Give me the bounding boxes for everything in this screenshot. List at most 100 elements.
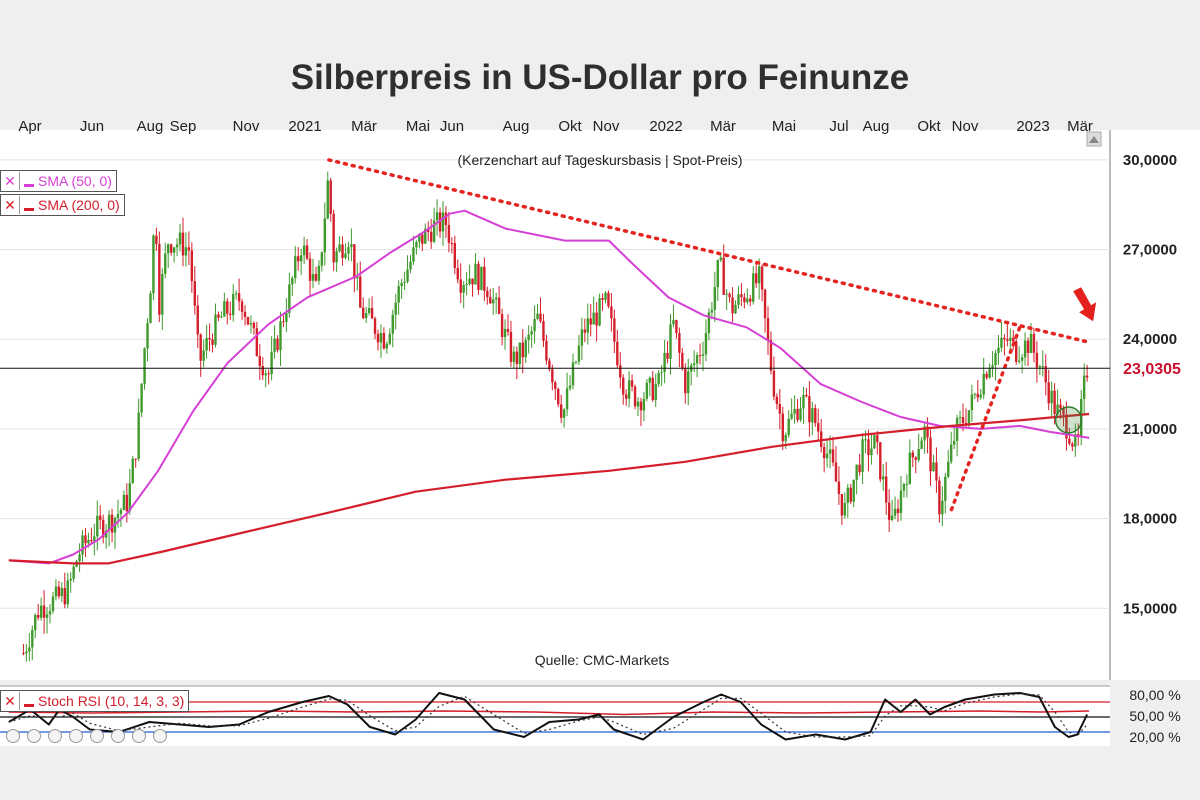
candle-body [1047,382,1050,404]
candle-body [754,273,758,284]
remove-sma200-icon[interactable]: ✕ [1,196,20,214]
stoch-tool-icon-4[interactable] [69,729,83,743]
stoch-tool-icon-3[interactable] [48,729,62,743]
legend-sma50[interactable]: ✕ SMA (50, 0) [0,170,117,192]
y-tick-label: 21,0000 [1123,421,1177,438]
candle-body [323,218,327,253]
scroll-up-icon [1089,136,1099,143]
candle-body [988,368,991,378]
candle-body [1065,414,1068,439]
candle-body [214,314,217,345]
candle-body [681,352,684,369]
candle-body [285,313,288,322]
candle-body [388,333,392,344]
remove-stoch-icon[interactable]: ✕ [1,692,20,710]
candle-body [326,180,329,219]
candle-body [116,513,120,518]
candle-body [899,490,903,514]
candle-body [698,355,702,357]
legend-sma200[interactable]: ✕ SMA (200, 0) [0,194,125,216]
candle-body [447,224,451,243]
candle-body [503,328,507,338]
candle-body [196,305,199,335]
candle-body [72,566,75,579]
candle-body [462,284,465,293]
candle-body [22,653,25,655]
stoch-tool-icon-2[interactable] [27,729,41,743]
candle-body [882,476,885,480]
candle-body [660,371,663,373]
candle-body [577,345,581,362]
candle-body [846,487,849,503]
candle-body [246,317,250,325]
candle-body [480,266,483,290]
candle-body [99,515,102,520]
chart-title: Silberpreis in US-Dollar pro Feinunze [290,58,910,97]
candle-body [713,287,717,310]
red-arrow-icon [1073,287,1097,322]
candle-body [554,382,557,389]
stoch-tool-icon-7[interactable] [132,729,146,743]
candle-body [574,361,578,363]
candle-body [518,342,522,364]
candle-body [893,508,897,516]
candle-body [273,338,276,352]
candle-body [1020,357,1024,361]
candle-body [601,298,604,300]
candle-body [255,328,259,357]
candle-body [1029,333,1033,354]
candle-body [834,462,838,482]
candle-body [237,293,241,302]
candle-body [412,247,415,262]
candle-body [432,220,436,242]
candle-body [539,313,542,322]
candle-body [347,247,350,254]
candle-body [202,350,205,361]
candle-body [734,304,737,314]
candle-body [299,255,303,262]
remove-sma50-icon[interactable]: ✕ [1,172,20,190]
candle-body [586,318,589,333]
candle-body [497,297,501,315]
candle-body [252,322,256,329]
candle-body [917,448,920,460]
candle-body [429,231,433,242]
candle-body [536,313,539,320]
candle-body [134,458,137,460]
candle-body [855,464,858,480]
candle-body [633,386,637,407]
candle-body [610,306,613,319]
legend-stoch[interactable]: ✕ Stoch RSI (10, 14, 3, 3) [0,690,190,712]
stoch-tool-icon-8[interactable] [153,729,167,743]
x-tick-label: Aug [503,118,530,135]
candle-body [338,244,341,252]
candle-body [1038,366,1042,368]
candle-body [873,435,876,449]
candle-body [421,234,424,244]
candle-body [31,630,34,648]
candle-body [81,535,84,555]
candle-body [719,257,722,261]
candle-body [722,257,725,295]
x-tick-label: Okt [558,118,582,135]
current-price-label: 23,0305 [1123,361,1181,378]
candle-body [565,388,569,410]
candle-body [1032,333,1036,353]
candle-body [1056,404,1059,414]
candle-body [814,408,817,424]
candle-body [669,324,672,359]
candle-body [66,580,69,605]
candle-body [223,301,226,317]
sma50-line [8,209,1090,565]
candle-body [515,351,519,364]
candle-body [622,377,625,395]
candle-body [781,413,784,442]
candle-body [78,554,81,562]
stoch-tool-icon-5[interactable] [90,729,104,743]
stoch-tool-icon-1[interactable] [6,729,20,743]
candle-body [1044,366,1047,383]
candle-body [896,508,900,514]
candle-body [568,385,572,389]
candle-body [876,435,879,443]
stoch-tool-icon-6[interactable] [111,729,125,743]
